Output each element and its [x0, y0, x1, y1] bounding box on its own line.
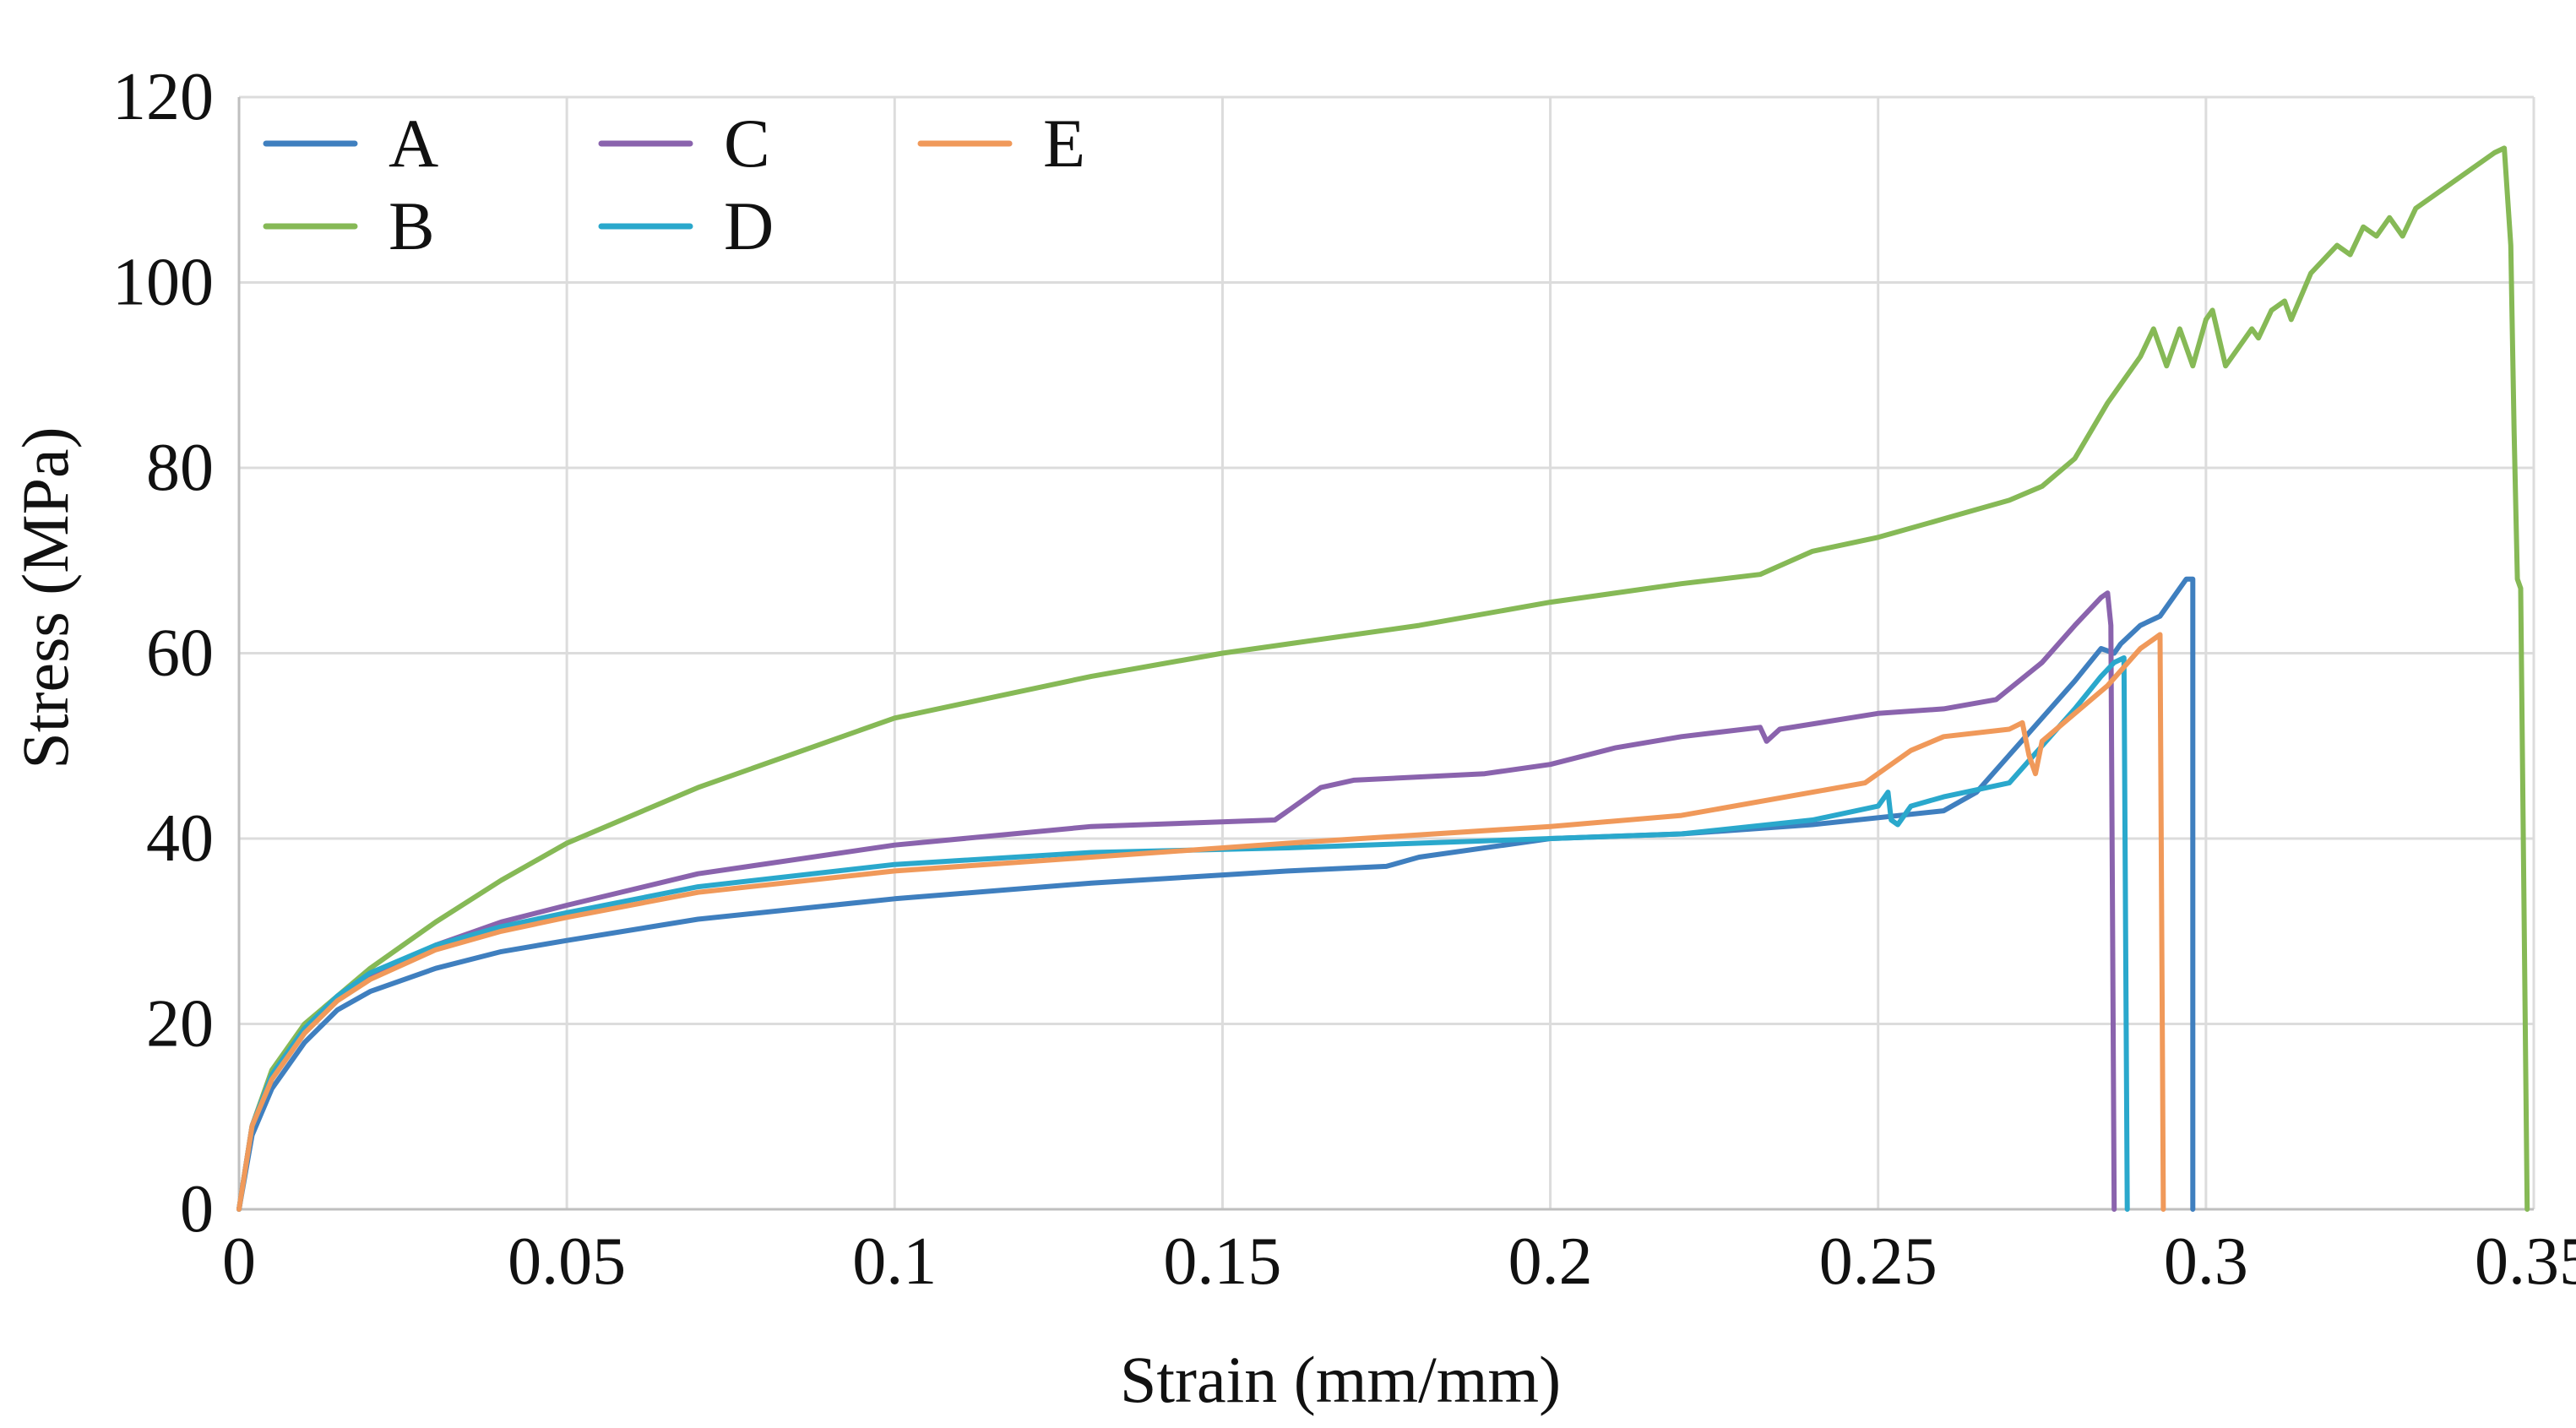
y-tick-label: 100 — [112, 246, 214, 320]
x-tick-label: 0.1 — [852, 1224, 937, 1299]
series-line-c — [236, 590, 2117, 1212]
legend-label-c: C — [724, 105, 770, 182]
x-tick-label: 0.2 — [1508, 1224, 1593, 1299]
y-tick-label: 60 — [146, 616, 214, 691]
x-tick-label: 0.3 — [2164, 1224, 2248, 1299]
series-line-d — [236, 655, 2130, 1212]
y-tick-label: 20 — [146, 987, 214, 1061]
tick-labels: 0 20 40 60 80 100 120 0 0.05 0.1 0.15 0.2 0.25 0.3 0.3… — [112, 60, 2576, 1299]
grid — [239, 95, 2535, 1209]
x-tick-label: 0 — [222, 1224, 256, 1299]
y-tick-label: 0 — [180, 1172, 214, 1246]
legend: AB CD E — [263, 105, 1085, 264]
x-tick-label: 0.15 — [1163, 1224, 1281, 1299]
series-line-e — [236, 632, 2166, 1212]
legend-label-d: D — [724, 187, 774, 264]
series-line-a — [236, 576, 2196, 1212]
y-axis-title: Stress (MPa) — [8, 426, 82, 768]
y-tick-label: 40 — [146, 801, 214, 876]
legend-label-e: E — [1043, 105, 1085, 182]
x-tick-label: 0.05 — [508, 1224, 626, 1299]
axes — [237, 97, 2534, 1211]
y-tick-label: 120 — [112, 60, 214, 134]
legend-label-a: A — [389, 105, 438, 182]
series-group — [236, 145, 2530, 1212]
y-tick-label: 80 — [146, 431, 214, 505]
x-tick-label: 0.35 — [2475, 1224, 2576, 1299]
series-line-b — [236, 145, 2530, 1212]
x-tick-label: 0.25 — [1819, 1224, 1937, 1299]
legend-label-b: B — [389, 187, 435, 264]
x-axis-title: Strain (mm/mm) — [1120, 1343, 1561, 1416]
